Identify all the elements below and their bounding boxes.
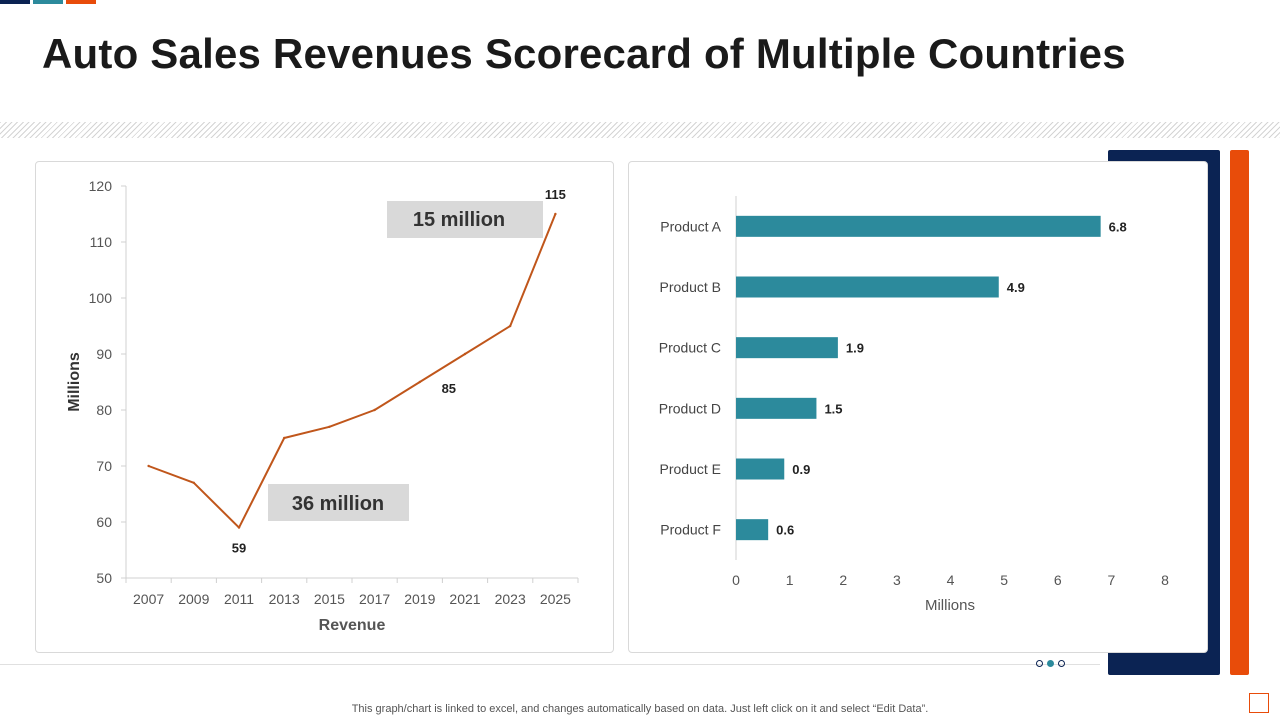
annotation-36-million: 36 million <box>292 493 384 515</box>
bar-x-tick-label: 5 <box>1000 572 1008 588</box>
y-tick-label: 120 <box>89 178 113 194</box>
annotation-15-million: 15 million <box>413 209 505 231</box>
revenue-line <box>148 213 557 529</box>
bar-x-tick-label: 1 <box>786 572 794 588</box>
line-data-label: 85 <box>442 381 456 396</box>
line-point <box>554 212 557 216</box>
line-point <box>192 481 195 484</box>
x-tick-label: 2023 <box>495 591 526 607</box>
top-accent-orange <box>66 0 96 4</box>
line-point <box>283 436 286 440</box>
y-tick-label: 80 <box>96 402 112 418</box>
line-chart-panel: 50 60 70 80 90 100 110 120 2007 2009 2011 2013 2015… <box>35 161 614 653</box>
bar-x-tick-label: 3 <box>893 572 901 588</box>
bar-value-label: 0.9 <box>792 462 810 477</box>
x-tick-label: 2017 <box>359 591 390 607</box>
bar-value-label: 1.5 <box>824 401 842 416</box>
line-data-label: 115 <box>545 187 566 202</box>
x-tick-label: 2019 <box>404 591 435 607</box>
bar-category-label: Product A <box>660 218 721 234</box>
x-tick-label: 2013 <box>269 591 300 607</box>
x-tick-label: 2009 <box>178 591 209 607</box>
line-chart-xlabel: Revenue <box>319 617 386 634</box>
line-point <box>373 408 376 412</box>
line-chart: 50 60 70 80 90 100 110 120 2007 2009 2011 2013 2015… <box>66 178 579 634</box>
bar-x-tick-label: 8 <box>1161 572 1169 588</box>
line-chart-ylabel: Millions <box>66 352 83 412</box>
bar-chart-panel: Product A 6.8 Product B 4.9 Product C 1.9 Prod… <box>628 161 1208 653</box>
slide-dot-1[interactable] <box>1036 660 1043 667</box>
bar <box>736 519 769 541</box>
line-point <box>328 425 331 428</box>
y-tick-label: 60 <box>96 514 112 530</box>
bar-value-label: 4.9 <box>1007 280 1025 295</box>
bar-category-label: Product E <box>660 461 721 477</box>
bar-x-tick-label: 0 <box>732 572 740 588</box>
page-title: Auto Sales Revenues Scorecard of Multipl… <box>42 30 1126 77</box>
line-point <box>147 464 150 468</box>
hatch-divider <box>0 122 1280 138</box>
bar-x-tick-label: 6 <box>1054 572 1062 588</box>
bar-value-label: 0.6 <box>776 523 794 538</box>
bar-category-label: Product D <box>659 400 721 416</box>
bar-category-label: Product C <box>659 340 721 356</box>
bar <box>736 215 1101 237</box>
corner-square-icon <box>1249 693 1269 713</box>
bar-chart: Product A 6.8 Product B 4.9 Product C 1.9 Prod… <box>659 196 1169 614</box>
top-accent-navy <box>0 0 30 4</box>
y-tick-label: 50 <box>96 570 112 586</box>
line-point <box>509 324 512 328</box>
bar <box>736 458 785 480</box>
annotation-box-36-million <box>268 484 409 521</box>
y-tick-label: 100 <box>89 290 113 306</box>
x-tick-label: 2015 <box>314 591 345 607</box>
line-data-label: 59 <box>232 541 246 556</box>
bar-x-tick-label: 2 <box>839 572 847 588</box>
slide-dot-2[interactable] <box>1047 660 1054 667</box>
line-point <box>463 352 467 356</box>
bar-x-tick-label: 4 <box>947 572 955 588</box>
orange-accent-bar <box>1230 150 1249 675</box>
bar-category-label: Product B <box>660 279 721 295</box>
bar-value-label: 1.9 <box>846 341 864 356</box>
y-tick-label: 110 <box>90 234 113 250</box>
line-point <box>418 380 421 384</box>
x-tick-label: 2011 <box>224 591 254 607</box>
y-tick-label: 90 <box>96 346 112 362</box>
x-tick-label: 2007 <box>133 591 164 607</box>
bar-chart-xlabel: Millions <box>925 597 975 614</box>
bar <box>736 337 838 359</box>
bar-category-label: Product F <box>660 522 721 538</box>
y-tick-label: 70 <box>96 458 112 474</box>
line-point <box>237 526 241 529</box>
slide-dot-3[interactable] <box>1058 660 1065 667</box>
footnote: This graph/chart is linked to excel, and… <box>351 703 929 715</box>
footer-divider <box>0 664 1100 665</box>
x-tick-label: 2025 <box>540 591 571 607</box>
slide-dots <box>1036 660 1065 667</box>
bar <box>736 397 817 419</box>
bar-x-tick-label: 7 <box>1107 572 1115 588</box>
x-tick-label: 2021 <box>449 591 480 607</box>
annotation-box-15-million <box>387 201 543 238</box>
bar <box>736 276 999 298</box>
bar-value-label: 6.8 <box>1109 219 1127 234</box>
top-accent-teal <box>33 0 63 4</box>
